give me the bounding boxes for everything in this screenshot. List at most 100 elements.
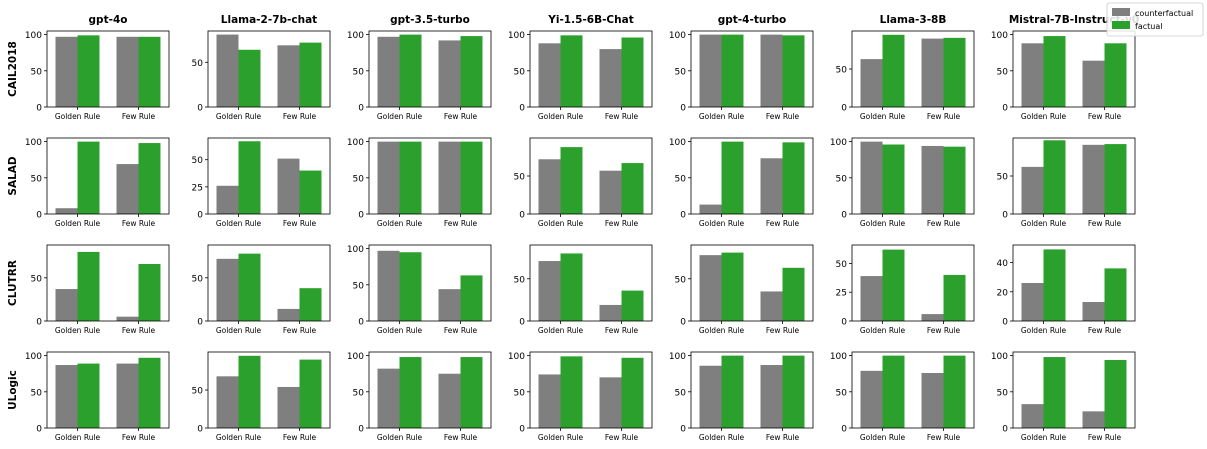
y-tick-label: 50 — [836, 66, 848, 76]
y-tick-label: 0 — [197, 425, 203, 435]
x-tick-label: Few Rule — [444, 219, 478, 228]
legend-label-factual: factual — [1135, 22, 1162, 31]
y-tick-label: 0 — [36, 425, 42, 435]
x-tick-label: Few Rule — [283, 326, 317, 335]
bar-counterfactual — [860, 370, 883, 428]
x-tick-label: Golden Rule — [699, 326, 745, 335]
bar-factual — [560, 35, 583, 107]
bar-factual — [77, 251, 100, 321]
axes-frame — [1012, 351, 1136, 429]
axes-frame — [207, 244, 331, 322]
bar-counterfactual — [216, 258, 239, 321]
bar-counterfactual — [116, 164, 139, 214]
y-tick-label: 0 — [519, 211, 525, 221]
y-tick-label: 50 — [836, 388, 848, 398]
bar-factual — [77, 35, 100, 107]
x-tick-label: Few Rule — [766, 326, 800, 335]
bar-counterfactual — [55, 36, 78, 107]
axes-frame — [851, 244, 975, 322]
y-tick-label: 50 — [514, 67, 526, 77]
bar-factual — [943, 274, 966, 321]
bar-factual — [299, 359, 322, 428]
y-tick-label: 100 — [991, 31, 1008, 41]
bar-factual — [943, 146, 966, 214]
bar-counterfactual — [277, 386, 300, 428]
bar-factual — [460, 141, 483, 214]
x-tick-label: Few Rule — [766, 433, 800, 442]
bar-counterfactual — [921, 372, 944, 428]
x-tick-label: Golden Rule — [216, 326, 262, 335]
bar-counterfactual — [538, 159, 561, 214]
y-tick-label: 0 — [841, 211, 847, 221]
bar-factual — [943, 355, 966, 428]
bar-counterfactual — [599, 170, 622, 214]
x-tick-label: Few Rule — [927, 433, 961, 442]
bar-factual — [399, 34, 422, 107]
column-title: Mistral-7B-Instruct-v0 — [1009, 14, 1139, 26]
axes-frame — [1012, 244, 1136, 322]
bar-factual — [1043, 357, 1066, 428]
bar-factual — [1043, 36, 1066, 107]
y-tick-label: 0 — [197, 211, 203, 221]
legend-swatch-factual — [1112, 21, 1130, 29]
bar-factual — [460, 275, 483, 321]
x-tick-label: Golden Rule — [699, 219, 745, 228]
bar-counterfactual — [55, 208, 78, 214]
axes-frame — [46, 351, 170, 429]
bar-factual — [399, 357, 422, 428]
y-tick-label: 0 — [36, 104, 42, 114]
bar-factual — [399, 141, 422, 214]
x-tick-label: Golden Rule — [216, 112, 262, 121]
bar-factual — [299, 288, 322, 321]
y-tick-label: 50 — [997, 173, 1009, 183]
bar-counterfactual — [216, 34, 239, 107]
axes-frame — [851, 351, 975, 429]
x-tick-label: Few Rule — [1088, 219, 1122, 228]
bar-counterfactual — [1082, 411, 1105, 428]
bar-counterfactual — [55, 365, 78, 428]
y-tick-label: 50 — [192, 59, 204, 69]
y-tick-label: 100 — [669, 352, 686, 362]
y-tick-label: 50 — [353, 388, 365, 398]
x-tick-label: Golden Rule — [55, 433, 101, 442]
bar-factual — [621, 290, 644, 321]
axes-frame — [368, 244, 492, 322]
axes-frame — [690, 351, 814, 429]
x-tick-label: Golden Rule — [699, 433, 745, 442]
bar-factual — [138, 143, 161, 214]
y-tick-label: 100 — [347, 352, 364, 362]
legend-box — [1106, 2, 1204, 37]
bar-factual — [721, 34, 744, 107]
y-tick-label: 100 — [830, 352, 847, 362]
bar-counterfactual — [1021, 166, 1044, 214]
y-tick-label: 0 — [841, 318, 847, 328]
bar-factual — [138, 357, 161, 428]
y-tick-label: 50 — [514, 173, 526, 183]
bar-counterfactual — [438, 40, 461, 107]
y-tick-label: 50 — [31, 67, 43, 77]
x-tick-label: Golden Rule — [377, 326, 423, 335]
axes-frame — [690, 30, 814, 108]
y-tick-label: 0 — [1002, 318, 1008, 328]
bar-factual — [782, 35, 805, 107]
axes-frame — [529, 351, 653, 429]
axes-frame — [529, 244, 653, 322]
bar-factual — [782, 142, 805, 214]
y-tick-label: 0 — [358, 104, 364, 114]
y-tick-label: 50 — [675, 388, 687, 398]
x-tick-label: Golden Rule — [55, 112, 101, 121]
bar-factual — [560, 356, 583, 428]
y-tick-label: 50 — [675, 174, 687, 184]
y-tick-label: 100 — [508, 31, 525, 41]
x-tick-label: Few Rule — [1088, 326, 1122, 335]
bar-counterfactual — [699, 255, 722, 321]
x-tick-label: Few Rule — [605, 326, 639, 335]
y-tick-label: 0 — [1002, 211, 1008, 221]
axes-frame — [46, 244, 170, 322]
bar-counterfactual — [438, 141, 461, 214]
bar-counterfactual — [599, 304, 622, 321]
y-tick-label: 50 — [514, 388, 526, 398]
x-tick-label: Golden Rule — [538, 219, 584, 228]
legend-label-counterfactual: counterfactual — [1135, 9, 1193, 18]
